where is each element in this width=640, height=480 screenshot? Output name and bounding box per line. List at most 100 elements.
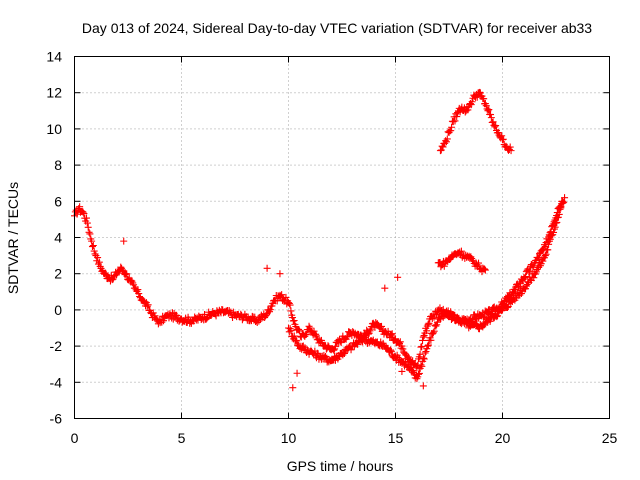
- data-point: [555, 210, 563, 218]
- data-point: [396, 338, 404, 346]
- data-point: [482, 102, 490, 110]
- x-tick-label: 0: [71, 430, 79, 446]
- data-point: [278, 291, 286, 299]
- data-point: [101, 269, 109, 277]
- data-point: [79, 208, 87, 216]
- data-point: [436, 147, 444, 155]
- data-point: [415, 364, 423, 372]
- data-point: [286, 301, 294, 309]
- data-point: [418, 343, 426, 351]
- data-point: [551, 223, 559, 231]
- data-point: [448, 123, 456, 131]
- data-point: [387, 331, 395, 339]
- data-point: [143, 302, 151, 310]
- x-tick-label: 20: [495, 430, 511, 446]
- x-tick-label: 25: [602, 430, 618, 446]
- data-point: [427, 336, 435, 344]
- data-point: [481, 266, 489, 274]
- data-point: [86, 230, 94, 238]
- data-point: [282, 293, 290, 301]
- data-point: [502, 142, 510, 150]
- data-point: [421, 349, 429, 357]
- data-point: [506, 143, 514, 151]
- data-point: [509, 295, 517, 303]
- data-point: [430, 327, 438, 335]
- data-point: [503, 304, 511, 312]
- data-point: [476, 89, 484, 97]
- data-point: [299, 342, 307, 350]
- data-point: [419, 354, 427, 362]
- data-point: [289, 384, 297, 392]
- data-point: [312, 330, 320, 338]
- data-point: [100, 270, 108, 278]
- data-point: [530, 274, 538, 282]
- data-point: [558, 197, 566, 205]
- data-point: [535, 263, 543, 271]
- data-point: [339, 351, 347, 359]
- data-point: [387, 346, 395, 354]
- data-point: [485, 106, 493, 114]
- y-tick-label: -2: [50, 338, 63, 354]
- data-point: [550, 228, 558, 236]
- data-point: [525, 268, 533, 276]
- data-point: [481, 265, 489, 273]
- y-tick-label: 14: [46, 49, 62, 65]
- data-point: [515, 282, 523, 290]
- data-point: [364, 330, 372, 338]
- data-point: [463, 318, 471, 326]
- data-point: [492, 122, 500, 130]
- data-point: [546, 235, 554, 243]
- y-tick-label: 2: [54, 266, 62, 282]
- data-point: [141, 298, 149, 306]
- y-tick-label: 4: [54, 230, 62, 246]
- data-point: [91, 250, 99, 258]
- data-point: [440, 262, 448, 270]
- data-point: [121, 271, 129, 279]
- data-point: [154, 320, 162, 328]
- data-point: [394, 273, 402, 281]
- y-tick-label: 0: [54, 302, 62, 318]
- data-point: [419, 333, 427, 341]
- data-point: [542, 250, 550, 258]
- data-point: [449, 118, 457, 126]
- data-point: [136, 292, 144, 300]
- data-point: [266, 306, 274, 314]
- data-point: [347, 346, 355, 354]
- data-point: [394, 354, 402, 362]
- data-point: [545, 240, 553, 248]
- data-point: [424, 342, 432, 350]
- data-point: [128, 277, 136, 285]
- data-point: [483, 105, 491, 113]
- data-point: [541, 252, 549, 260]
- x-tick-label: 5: [178, 430, 186, 446]
- data-point: [522, 273, 530, 281]
- data-point: [290, 332, 298, 340]
- data-point: [516, 291, 524, 299]
- chart-title: Day 013 of 2024, Sidereal Day-to-day VTE…: [82, 20, 592, 36]
- data-point: [467, 253, 475, 261]
- data-point: [556, 205, 564, 213]
- data-point: [486, 317, 494, 325]
- data-point: [388, 330, 396, 338]
- data-point: [263, 264, 271, 272]
- data-point: [484, 107, 492, 115]
- x-axis-ticks: 0 5 10 15 20 25: [71, 56, 618, 446]
- y-tick-label: -6: [50, 411, 63, 427]
- data-point: [89, 242, 97, 249]
- data-point: [123, 270, 131, 278]
- data-point: [447, 127, 455, 135]
- data-point: [473, 93, 481, 101]
- data-point: [451, 117, 459, 125]
- data-point: [480, 95, 488, 103]
- x-tick-label: 15: [388, 430, 404, 446]
- data-point: [144, 301, 152, 309]
- data-point: [80, 210, 88, 218]
- data-point: [160, 317, 168, 325]
- data-point: [476, 88, 484, 96]
- y-axis-ticks: -6 -4 -2 0 2 4 6 8 10 12 14: [46, 49, 610, 427]
- data-point: [468, 98, 476, 106]
- data-point: [120, 237, 128, 245]
- data-point: [290, 317, 298, 325]
- data-point: [312, 332, 320, 340]
- data-point: [118, 266, 126, 274]
